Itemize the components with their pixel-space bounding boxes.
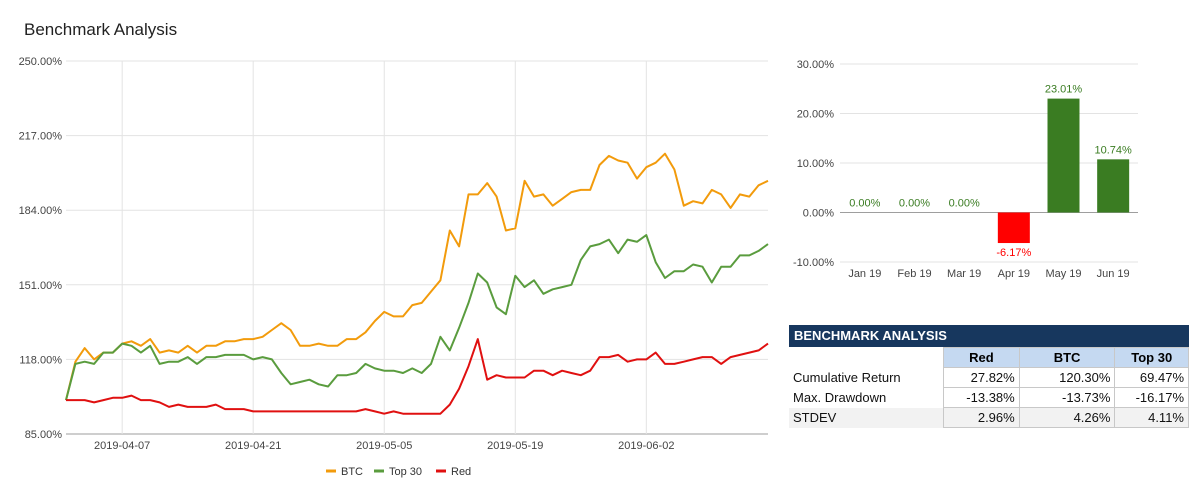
bar-category-label: Jan 19	[848, 268, 881, 280]
cell-btc: 4.26%	[1018, 407, 1116, 428]
series-line-top-30	[65, 234, 769, 401]
bar-value-label: 0.00%	[949, 198, 980, 210]
bar-value-label: 23.01%	[1045, 84, 1083, 96]
cell-top30: 4.11%	[1114, 407, 1189, 428]
bar-value-label: 0.00%	[899, 198, 930, 210]
bar-category-label: Feb 19	[897, 268, 931, 280]
cell-btc: 120.30%	[1018, 367, 1116, 388]
bar-y-tick-label: 10.00%	[797, 158, 835, 170]
x-tick-label: 2019-04-07	[94, 440, 150, 452]
cell-top30: 69.47%	[1114, 367, 1189, 388]
y-tick-label: 151.00%	[19, 280, 63, 292]
bar-y-tick-label: -10.00%	[793, 257, 834, 269]
bar-category-label: Apr 19	[998, 268, 1030, 280]
bar-jun-19	[1097, 159, 1130, 213]
bar-category-label: Jun 19	[1097, 268, 1130, 280]
x-tick-label: 2019-04-21	[225, 440, 281, 452]
bar-y-tick-label: 30.00%	[797, 59, 835, 71]
bar-apr-19	[997, 212, 1030, 244]
table-row-stdev: STDEV 2.96% 4.26% 4.11%	[789, 407, 1189, 428]
y-tick-label: 85.00%	[25, 429, 63, 441]
x-tick-label: 2019-05-19	[487, 440, 543, 452]
summary-table-title: BENCHMARK ANALYSIS	[789, 325, 1189, 347]
monthly-bar-chart: 30.00% 20.00% 10.00% 0.00% -10.00% 0.00% Jan 1…	[793, 59, 1138, 280]
column-header-red: Red	[943, 347, 1020, 368]
y-tick-label: 250.00%	[19, 56, 63, 68]
cell-red: 2.96%	[943, 407, 1020, 428]
cell-btc: -13.73%	[1018, 387, 1116, 408]
cell-top30: -16.17%	[1114, 387, 1189, 408]
legend-label-btc: BTC	[341, 466, 363, 478]
bar-y-tick-label: 20.00%	[797, 109, 835, 121]
x-tick-label: 2019-06-02	[618, 440, 674, 452]
x-tick-label: 2019-05-05	[356, 440, 412, 452]
bar-value-label: 0.00%	[849, 198, 880, 210]
column-header-top30: Top 30	[1114, 347, 1189, 368]
cell-red: 27.82%	[943, 367, 1020, 388]
bar-y-tick-label: 0.00%	[803, 208, 834, 220]
table-row-max-drawdown: Max. Drawdown -13.38% -13.73% -16.17%	[789, 387, 1189, 408]
bar-category-label: May 19	[1045, 268, 1081, 280]
y-tick-label: 217.00%	[19, 131, 63, 143]
summary-header-row: Red BTC Top 30	[789, 347, 1189, 368]
bar-value-label: 10.74%	[1095, 144, 1133, 156]
row-label: STDEV	[789, 407, 944, 428]
legend-label-top-30: Top 30	[389, 466, 422, 478]
series-line-red	[66, 338, 769, 415]
table-row-cumulative-return: Cumulative Return 27.82% 120.30% 69.47%	[789, 367, 1189, 388]
column-header-btc: BTC	[1018, 347, 1116, 368]
summary-table: BENCHMARK ANALYSIS Red BTC Top 30 Cumula…	[789, 325, 1189, 428]
y-tick-label: 184.00%	[19, 205, 63, 217]
page-title: Benchmark Analysis	[24, 20, 178, 39]
row-label: Cumulative Return	[789, 367, 944, 388]
bar-value-label: -6.17%	[996, 247, 1031, 259]
series-line-btc	[65, 152, 769, 401]
y-tick-label: 118.00%	[19, 354, 62, 366]
row-label: Max. Drawdown	[789, 387, 944, 408]
bar-may-19	[1047, 98, 1080, 213]
bar-category-label: Mar 19	[947, 268, 981, 280]
line-chart: 85.00% 118.00% 151.00% 184.00% 217.00% 250.00…	[19, 56, 769, 478]
cell-red: -13.38%	[943, 387, 1020, 408]
legend-label-red: Red	[451, 466, 471, 478]
